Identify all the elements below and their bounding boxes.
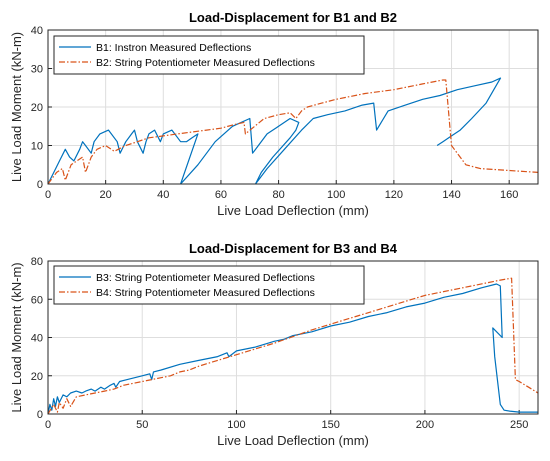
- chart2-axes-frame: [47, 260, 539, 415]
- chart2-xtick-label-2: 100: [227, 419, 245, 431]
- chart1: 0 20 40 60 80 100 120 140 160 0 10 20 30 40 Load-Displ…: [9, 10, 539, 218]
- chart1-xtick-label-1: 20: [100, 189, 112, 201]
- chart2-xtick-label-0: 0: [45, 419, 51, 431]
- chart1-xtick-label-5: 100: [327, 189, 345, 201]
- chart1-xlabel: Live Load Deflection (mm): [217, 203, 369, 218]
- chart1-legend-box: [53, 35, 365, 75]
- chart1-axes-frame: [47, 29, 539, 185]
- chart2-xlabel: Live Load Deflection (mm): [217, 433, 369, 448]
- chart2: 0 50 100 150 200 250 0 20 40 60 80 Load-Displacemen…: [9, 241, 539, 448]
- chart1-ytick-label-1: 10: [31, 141, 43, 153]
- chart1-legend: B1: Instron Measured Deflections B2: Stri…: [53, 35, 365, 75]
- chart1-xtick-label-6: 120: [385, 189, 403, 201]
- chart2-ytick-label-2: 40: [31, 333, 43, 345]
- chart1-xtick-label-4: 80: [272, 189, 284, 201]
- chart1-ytick-label-4: 40: [31, 25, 43, 37]
- chart2-ylabel: Live Load Moment (kN-m): [9, 262, 24, 412]
- chart2-series-1-line: [48, 283, 538, 414]
- chart2-ytick-label-4: 80: [31, 256, 43, 268]
- chart1-title: Load-Displacement for B1 and B2: [189, 10, 397, 25]
- chart2-legend: B3: String Potentiometer Measured Deflec…: [53, 265, 365, 305]
- chart1-ytick-label-2: 20: [31, 102, 43, 114]
- chart2-series-2-line: [48, 277, 538, 414]
- chart1-legend-label-2: B2: String Potentiometer Measured Deflec…: [96, 57, 315, 69]
- chart1-legend-label-1: B1: Instron Measured Deflections: [96, 42, 251, 54]
- chart2-legend-label-1: B3: String Potentiometer Measured Deflec…: [96, 272, 315, 284]
- chart2-xtick-label-1: 50: [136, 419, 148, 431]
- chart1-xtick-label-7: 140: [442, 189, 460, 201]
- chart1-ytick-label-0: 0: [37, 179, 43, 191]
- chart1-ylabel: Live Load Moment (kN-m): [9, 32, 24, 182]
- chart2-legend-box: [53, 265, 365, 305]
- chart2-legend-label-2: B4: String Potentiometer Measured Deflec…: [96, 287, 315, 299]
- chart2-xtick-label-5: 250: [510, 419, 528, 431]
- chart1-series-2-line: [48, 79, 538, 184]
- chart2-ytick-label-3: 60: [31, 294, 43, 306]
- chart1-xtick-label-0: 0: [45, 189, 51, 201]
- chart2-xtick-label-4: 200: [416, 419, 434, 431]
- chart2-title: Load-Displacement for B3 and B4: [189, 241, 398, 256]
- chart1-xtick-label-2: 40: [157, 189, 169, 201]
- chart1-xtick-label-3: 60: [215, 189, 227, 201]
- chart1-series-1-line: [48, 77, 502, 184]
- chart2-ytick-label-0: 0: [37, 409, 43, 421]
- chart2-ytick-label-1: 20: [31, 371, 43, 383]
- chart1-xtick-label-8: 160: [500, 189, 518, 201]
- chart2-xtick-label-3: 150: [322, 419, 340, 431]
- chart1-ytick-label-3: 30: [31, 64, 43, 76]
